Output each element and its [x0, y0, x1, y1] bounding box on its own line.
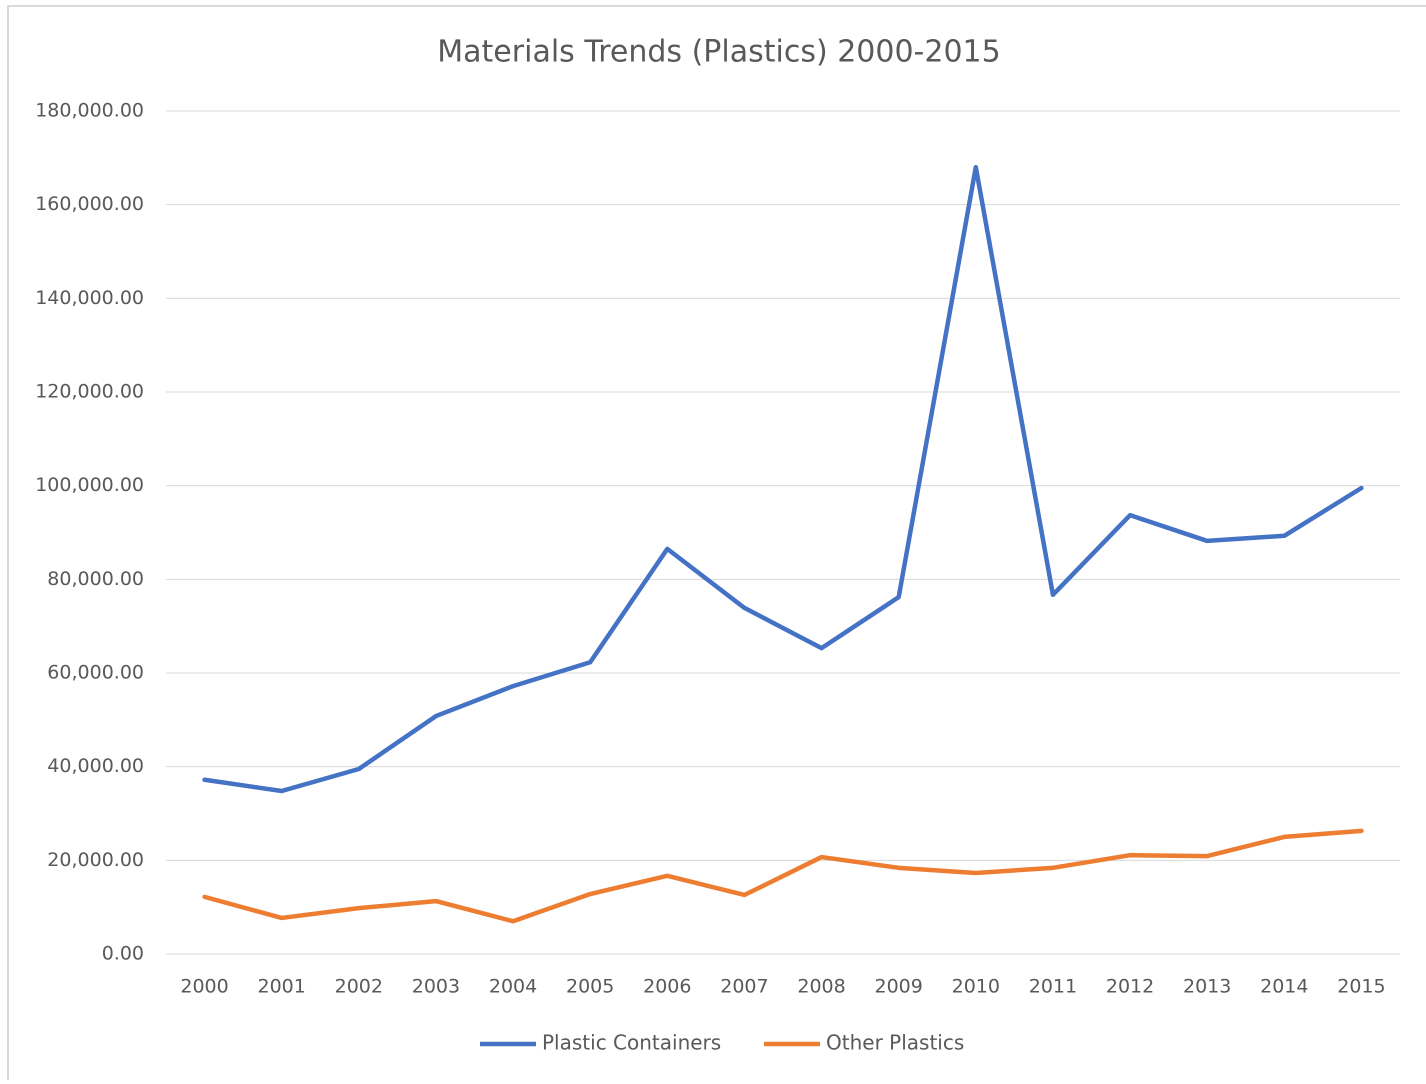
x-tick-label: 2009 [875, 976, 923, 998]
x-tick-label: 2010 [952, 976, 1000, 998]
chart-frame [7, 5, 1426, 1084]
legend-label: Other Plastics [826, 1031, 964, 1055]
y-tick-label: 160,000.00 [35, 193, 144, 215]
y-tick-label: 80,000.00 [47, 568, 144, 590]
y-tick-label: 100,000.00 [35, 474, 144, 496]
y-tick-label: 60,000.00 [47, 662, 144, 684]
x-tick-label: 2004 [489, 976, 537, 998]
x-tick-label: 2003 [412, 976, 460, 998]
x-tick-label: 2014 [1260, 976, 1308, 998]
legend-label: Plastic Containers [542, 1031, 721, 1055]
x-tick-label: 2012 [1106, 976, 1154, 998]
y-tick-label: 40,000.00 [47, 755, 144, 777]
y-tick-label: 20,000.00 [47, 849, 144, 871]
x-tick-label: 2001 [258, 976, 306, 998]
x-tick-label: 2000 [180, 976, 228, 998]
x-tick-label: 2008 [797, 976, 845, 998]
line-series [202, 164, 1364, 794]
chart-title: Materials Trends (Plastics) 2000-2015 [437, 35, 1000, 70]
y-tick-label: 120,000.00 [35, 381, 144, 403]
x-tick-label: 2002 [335, 976, 383, 998]
y-tick-label: 180,000.00 [35, 100, 144, 122]
x-tick-label: 2011 [1029, 976, 1077, 998]
y-tick-label: 0.00 [102, 943, 144, 965]
x-tick-label: 2005 [566, 976, 614, 998]
line-series [202, 828, 1364, 924]
y-tick-label: 140,000.00 [35, 287, 144, 309]
x-tick-label: 2013 [1183, 976, 1231, 998]
x-tick-label: 2007 [720, 976, 768, 998]
x-tick-label: 2006 [643, 976, 691, 998]
x-tick-label: 2015 [1337, 976, 1385, 998]
